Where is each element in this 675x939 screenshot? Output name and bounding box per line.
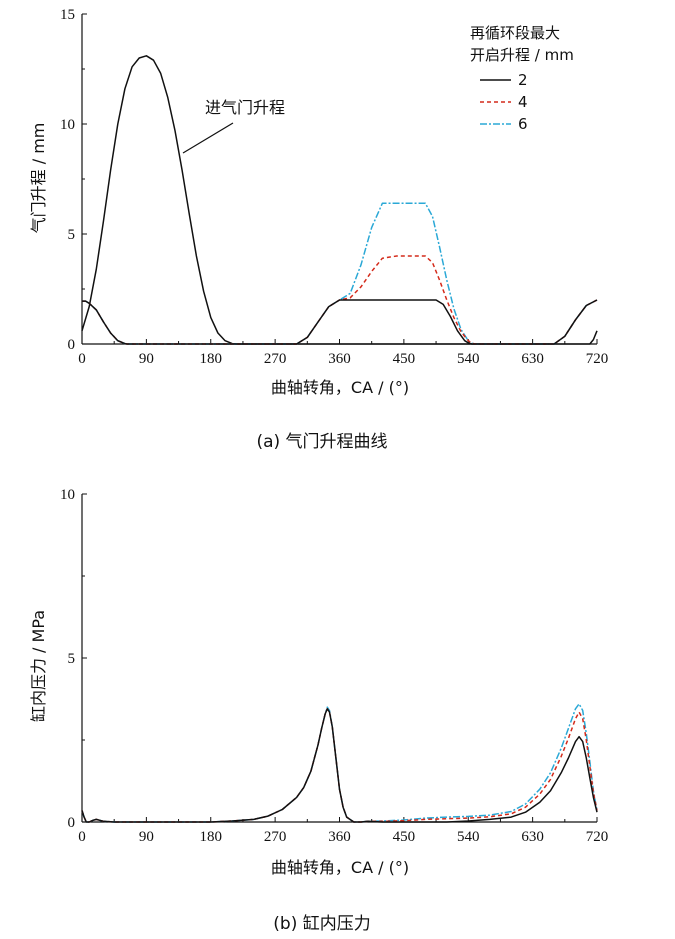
y-tick-label: 10 xyxy=(60,487,75,503)
axes-b: 0 90 180 270 360 450 540 630 720 0 5 10 xyxy=(60,487,608,845)
y-tick-label: 15 xyxy=(60,7,75,23)
x-tick-label: 270 xyxy=(264,829,287,845)
series-line-b-6 xyxy=(81,703,598,823)
annotation-intake-valve: 进气门升程 xyxy=(205,98,285,117)
legend-title-line2: 开启升程 / mm xyxy=(470,46,574,64)
x-tick-label: 360 xyxy=(328,351,351,367)
caption-a: (a) 气门升程曲线 xyxy=(256,432,387,452)
y-axis-label-a: 气门升程 / mm xyxy=(29,123,48,234)
x-tick-label: 90 xyxy=(139,829,154,845)
legend-label-4: 4 xyxy=(518,93,528,111)
series-line-b-2 xyxy=(81,708,598,823)
x-tick-label: 540 xyxy=(457,829,480,845)
x-tick-label: 360 xyxy=(328,829,351,845)
x-tick-label: 270 xyxy=(264,351,287,367)
x-tick-label: 450 xyxy=(393,351,416,367)
legend-title-line1: 再循环段最大 xyxy=(470,24,560,42)
chart-valve-lift: 0 90 180 270 360 450 540 630 720 0 5 10 15 曲轴转角，CA /… xyxy=(29,7,608,452)
legend-label-6: 6 xyxy=(518,115,528,133)
series-line-a-intake xyxy=(81,55,598,345)
y-tick-label: 0 xyxy=(68,337,76,353)
legend: 再循环段最大 开启升程 / mm 2 4 6 xyxy=(470,24,574,133)
series-line-a-6 xyxy=(82,202,598,345)
y-tick-label: 5 xyxy=(68,651,76,667)
series-line-a-2 xyxy=(82,299,598,345)
y-tick-label: 5 xyxy=(68,227,76,243)
x-tick-label: 0 xyxy=(78,829,86,845)
caption-b: (b) 缸内压力 xyxy=(273,913,370,934)
x-tick-label: 90 xyxy=(139,351,154,367)
y-axis-label-b: 缸内压力 / MPa xyxy=(29,610,48,722)
series-layer-b xyxy=(81,703,598,823)
x-axis-label-a: 曲轴转角，CA / (°) xyxy=(271,378,409,397)
x-tick-label: 180 xyxy=(200,829,223,845)
x-tick-label: 450 xyxy=(393,829,416,845)
x-tick-label: 720 xyxy=(586,829,609,845)
x-tick-label: 540 xyxy=(457,351,480,367)
axes-a: 0 90 180 270 360 450 540 630 720 0 5 10 15 xyxy=(60,7,608,367)
x-tick-label: 630 xyxy=(521,351,544,367)
annotation-leader-line xyxy=(182,122,234,154)
y-tick-label: 10 xyxy=(60,117,75,133)
series-layer-a xyxy=(81,55,598,345)
series-line-b-4 xyxy=(81,708,598,823)
x-tick-label: 180 xyxy=(200,351,223,367)
legend-label-2: 2 xyxy=(518,71,528,89)
x-tick-label: 0 xyxy=(78,351,86,367)
chart-cylinder-pressure: 0 90 180 270 360 450 540 630 720 0 5 10 曲轴转角，CA / (… xyxy=(29,487,608,934)
x-axis-label-b: 曲轴转角，CA / (°) xyxy=(271,858,409,877)
x-tick-label: 630 xyxy=(521,829,544,845)
y-tick-label: 0 xyxy=(68,815,76,831)
x-tick-label: 720 xyxy=(586,351,609,367)
